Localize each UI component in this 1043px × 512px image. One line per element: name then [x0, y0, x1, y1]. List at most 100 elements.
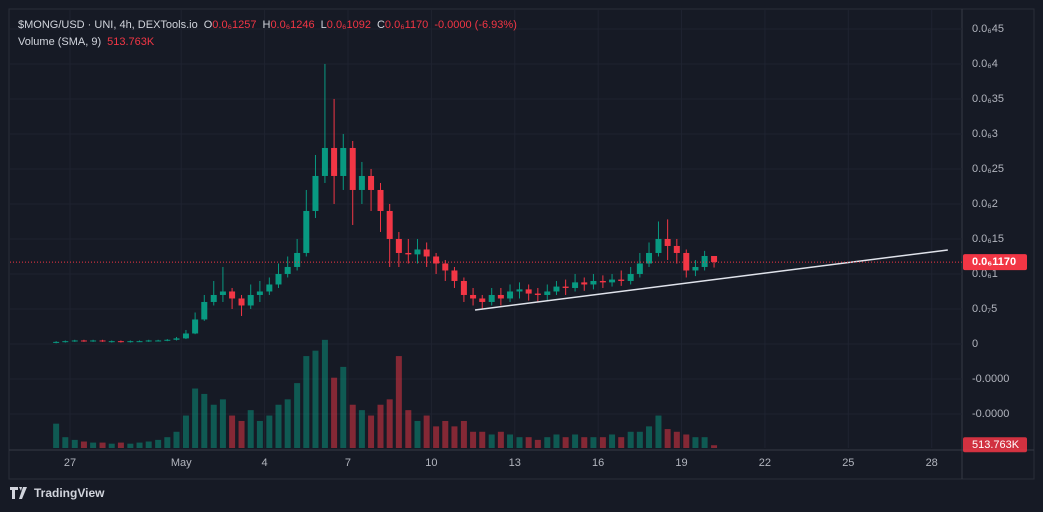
- candle-body: [581, 282, 588, 285]
- volume-bar: [636, 431, 643, 448]
- candle-body: [646, 252, 653, 264]
- volume-bar: [145, 441, 152, 448]
- candle-body: [238, 298, 245, 306]
- candle-body: [609, 279, 616, 283]
- volume-label: 513.763K: [972, 439, 1020, 451]
- volume-bar: [238, 420, 245, 448]
- y-tick-label: 0.0₆2: [972, 198, 998, 210]
- x-tick-label: 28: [926, 457, 938, 469]
- ohlc-value: 0.0₆1257: [212, 19, 257, 31]
- candle-body: [516, 289, 523, 292]
- candle-body: [414, 249, 421, 255]
- volume-bar: [284, 399, 291, 448]
- frame: [8, 8, 1035, 480]
- x-tick-label: 25: [842, 457, 854, 469]
- volume-bar: [53, 423, 60, 448]
- volume-bar: [683, 434, 690, 448]
- y-tick-label: 0.0₆3: [972, 128, 998, 140]
- x-tick-label: 27: [64, 457, 76, 469]
- candle-body: [303, 210, 310, 253]
- candle-body: [683, 252, 690, 271]
- ohlc: O0.0₆1257 H0.0₆1246 L0.0₆1092 C0.0₆1170: [204, 19, 435, 31]
- volume-bar: [368, 415, 375, 448]
- candle-body: [340, 147, 347, 176]
- branding: TradingView: [10, 486, 104, 500]
- candle-body: [210, 294, 217, 302]
- candle-body: [62, 341, 69, 343]
- legend-line-1: $MONG/USD · UNI, 4h, DEXTools.io O0.0₆125…: [18, 17, 523, 34]
- candle-body: [590, 280, 597, 285]
- volume-bar: [673, 431, 680, 448]
- volume-bar: [219, 399, 226, 448]
- volume-bar: [525, 437, 532, 448]
- volume-bar: [173, 431, 180, 448]
- candle-body: [618, 279, 625, 281]
- volume-bar: [62, 437, 69, 448]
- candle-body: [349, 147, 356, 190]
- volume-bar: [247, 410, 254, 448]
- x-tick-label: 4: [262, 457, 268, 469]
- candle-body: [433, 256, 440, 264]
- ohlc-key: H: [262, 19, 271, 31]
- candle-body: [331, 147, 338, 176]
- candle-body: [701, 255, 708, 267]
- volume-bar: [99, 442, 106, 448]
- volume-bar: [266, 415, 273, 448]
- volume-bar: [544, 437, 551, 448]
- volume-bar: [294, 383, 301, 448]
- volume-bar: [655, 415, 662, 448]
- y-tick-label: 0.0₆15: [972, 233, 1004, 245]
- candle-body: [692, 266, 699, 271]
- volume-bar: [664, 429, 671, 448]
- volume-bar: [405, 410, 412, 448]
- candle-body: [460, 280, 467, 295]
- ohlc-key: L: [320, 19, 327, 31]
- ohlc-key: O: [203, 19, 213, 31]
- candle-body: [321, 147, 328, 176]
- volume-bar: [331, 377, 338, 448]
- candle-body: [53, 341, 60, 343]
- indicator-name: Volume (SMA, 9): [18, 36, 102, 48]
- candle-body: [229, 291, 236, 299]
- volume-bar: [627, 431, 634, 448]
- y-tick-label: 0.0₆35: [972, 93, 1004, 105]
- candle-body: [247, 294, 254, 306]
- candle-body: [136, 341, 143, 343]
- volume-bar: [451, 426, 458, 448]
- candle-body: [256, 291, 263, 295]
- last-price-box: [963, 254, 1027, 271]
- candle-body: [164, 339, 171, 341]
- volume-bar: [275, 404, 282, 448]
- candle-body: [294, 252, 301, 267]
- volume-bar: [117, 442, 124, 448]
- volume-bar: [599, 437, 606, 448]
- volume-bar: [395, 356, 402, 448]
- ohlc-value: 0.0₆1246: [270, 19, 315, 31]
- volume-bar: [516, 437, 523, 448]
- trendline: [474, 249, 948, 311]
- ohlc-value: 0.0₆1092: [326, 19, 371, 31]
- ohlc-key: C: [376, 19, 385, 31]
- candle-body: [544, 291, 551, 295]
- volume-bar: [711, 445, 718, 448]
- candle-body: [71, 340, 78, 342]
- volume-bar: [414, 420, 421, 448]
- volume-bar: [423, 415, 430, 448]
- candle-body: [488, 294, 495, 302]
- x-tick-label: 7: [345, 457, 351, 469]
- candle-body: [711, 255, 718, 263]
- volume-label-box: [963, 437, 1027, 453]
- candle-body: [655, 238, 662, 253]
- y-tick-label: 0.0₇5: [972, 303, 997, 315]
- candle-body: [572, 282, 579, 288]
- volume-bar: [303, 356, 310, 448]
- volume-bar: [182, 415, 189, 448]
- candle-body: [80, 340, 87, 342]
- candle-body: [470, 294, 477, 299]
- candle-body: [525, 289, 532, 294]
- volume-bar: [507, 434, 514, 448]
- volume-bar: [256, 420, 263, 448]
- x-tick-label: 22: [759, 457, 771, 469]
